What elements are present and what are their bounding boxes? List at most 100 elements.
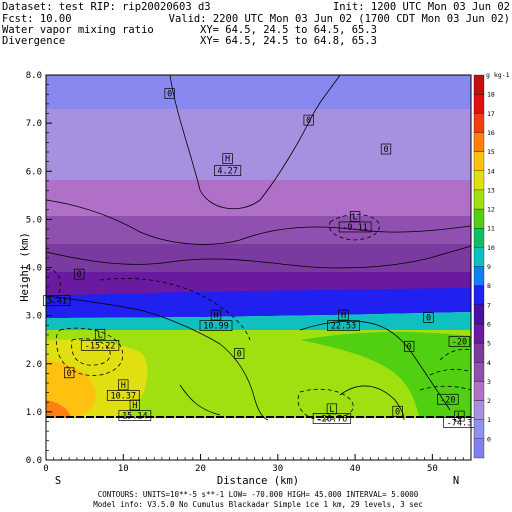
valid-text: Valid: 2200 UTC Mon 03 Jun 02 (1700 CDT … [169, 13, 510, 25]
y-tick-label: 1.0 [26, 408, 42, 418]
contour-label-box [392, 405, 403, 417]
contour-label: 0 [167, 90, 172, 100]
contour-label-box [423, 312, 434, 323]
colorbar-swatch [473, 323, 485, 344]
contour-label-box [404, 340, 415, 352]
colorbar-level-label: 2 [487, 397, 491, 405]
contour-label-box [80, 340, 120, 351]
y-tick-label: 2.0 [26, 360, 42, 370]
field1-name: Water vapor mixing ratio [2, 24, 154, 36]
colorbar-level-label: 18 [487, 91, 495, 99]
colorbar-swatch [473, 285, 485, 305]
colorbar-swatch [473, 438, 485, 459]
footer-model-info: Model info: V3.5.0 No Cumulus Blackadar … [93, 500, 423, 509]
contour-label: 10.37 [110, 391, 136, 401]
contour-label-box [74, 268, 85, 280]
contour-label: H [213, 311, 218, 321]
colorbar-swatch [473, 74, 485, 95]
contour-label: 0 [77, 270, 82, 280]
y-tick-label: 8.0 [26, 71, 42, 81]
contour-label-box [338, 309, 349, 321]
y-tick-label: 0.0 [26, 456, 42, 466]
contour-label-box [106, 390, 140, 401]
colorbar-swatch [473, 362, 485, 382]
contour-label-box [312, 413, 352, 424]
colorbar-level-label: 4 [487, 359, 491, 367]
colorbar-level-label: 11 [487, 225, 495, 233]
init-text: Init: 1200 UTC Mon 03 Jun 02 [333, 1, 510, 13]
negative-contours [45, 214, 472, 421]
y-tick-label: 4.0 [26, 264, 42, 274]
contour-label-box [437, 393, 459, 405]
contour-label-box [43, 295, 71, 306]
colorbar-level-label: 7 [487, 301, 491, 309]
contour-label: -26.76 [317, 415, 348, 425]
compass-south: S [55, 475, 61, 487]
colorbar-swatch [473, 381, 485, 401]
contour-label-box [234, 348, 245, 359]
footer-contours: CONTOURS: UNITS=10**-5 s**-1 LOW= -70.00… [98, 490, 419, 499]
divergence-contours [45, 74, 472, 421]
colorbar-swatch [473, 419, 485, 440]
colorbar-level-label: 9 [487, 263, 491, 271]
colorbar-swatch [473, 247, 485, 267]
contour-label: 0 [407, 342, 412, 352]
x-axis-ticks: 0 10 20 30 40 50 [43, 454, 464, 474]
colorbar-level-label: 6 [487, 320, 491, 328]
contour-label: H [341, 311, 346, 321]
x-tick-label: 30 [272, 464, 283, 474]
contour-label-box [326, 403, 338, 415]
colorbar-level-label: 3 [487, 378, 491, 386]
colorbar-swatch [473, 170, 485, 191]
contour-label: 0 [395, 407, 400, 417]
colorbar-level-label: 8 [487, 282, 491, 290]
colorbar-level-label: 0 [487, 435, 491, 443]
y-tick-label: 5.0 [26, 215, 42, 225]
x-tick-label: 0 [43, 464, 48, 474]
contour-label-box [448, 336, 471, 347]
colorbar-swatch [473, 400, 485, 420]
y-tick-label: 7.0 [26, 119, 42, 129]
x-tick-label: 10 [118, 464, 129, 474]
contour-label: -74.3 [447, 418, 473, 428]
contour-label: 4.27 [217, 167, 237, 177]
contour-label-box [164, 88, 175, 100]
contour-label-box [64, 367, 75, 379]
contour-label-box [349, 211, 361, 222]
contour-label-box [118, 410, 152, 421]
contour-label-box [454, 410, 465, 422]
contour-label-box [214, 165, 242, 177]
colorbar-swatch [473, 342, 485, 363]
colorbar-swatch [473, 189, 485, 210]
contour-label: -20 [452, 338, 467, 348]
x-axis-label: Distance (km) [217, 475, 299, 487]
contour-label: 22.53 [331, 322, 357, 332]
y-axis-label: Height (km) [19, 232, 31, 302]
colorbar-level-label: 16 [487, 129, 495, 137]
field1-xy: XY= 64.5, 24.5 to 64.5, 65.3 [200, 24, 377, 36]
colorbar-swatch [473, 113, 485, 133]
x-tick-label: 20 [195, 464, 206, 474]
colorbar-swatch [473, 208, 485, 229]
contour-label-box [380, 143, 392, 155]
contour-label-box [94, 328, 106, 340]
compass-north: N [453, 475, 459, 487]
fcst-text: Fcst: 10.00 [2, 13, 72, 25]
contour-label: -9.11 [342, 223, 368, 233]
contour-label: H [121, 381, 126, 391]
colorbar-level-label: 1 [487, 416, 491, 424]
colorbar-level-label: 10 [487, 244, 495, 252]
contour-label-box [118, 379, 129, 391]
y-axis-ticks: 0.0 1.0 2.0 3.0 4.0 5.0 6.0 7.0 8.0 [26, 71, 52, 466]
contour-label: 0 [67, 369, 72, 379]
contour-label: L [98, 330, 103, 340]
contour-label: L [329, 405, 334, 415]
contour-label: 0 [306, 116, 311, 126]
contour-label: L [353, 212, 358, 222]
contour-label-box [129, 399, 141, 411]
x-tick-label: 40 [350, 464, 361, 474]
